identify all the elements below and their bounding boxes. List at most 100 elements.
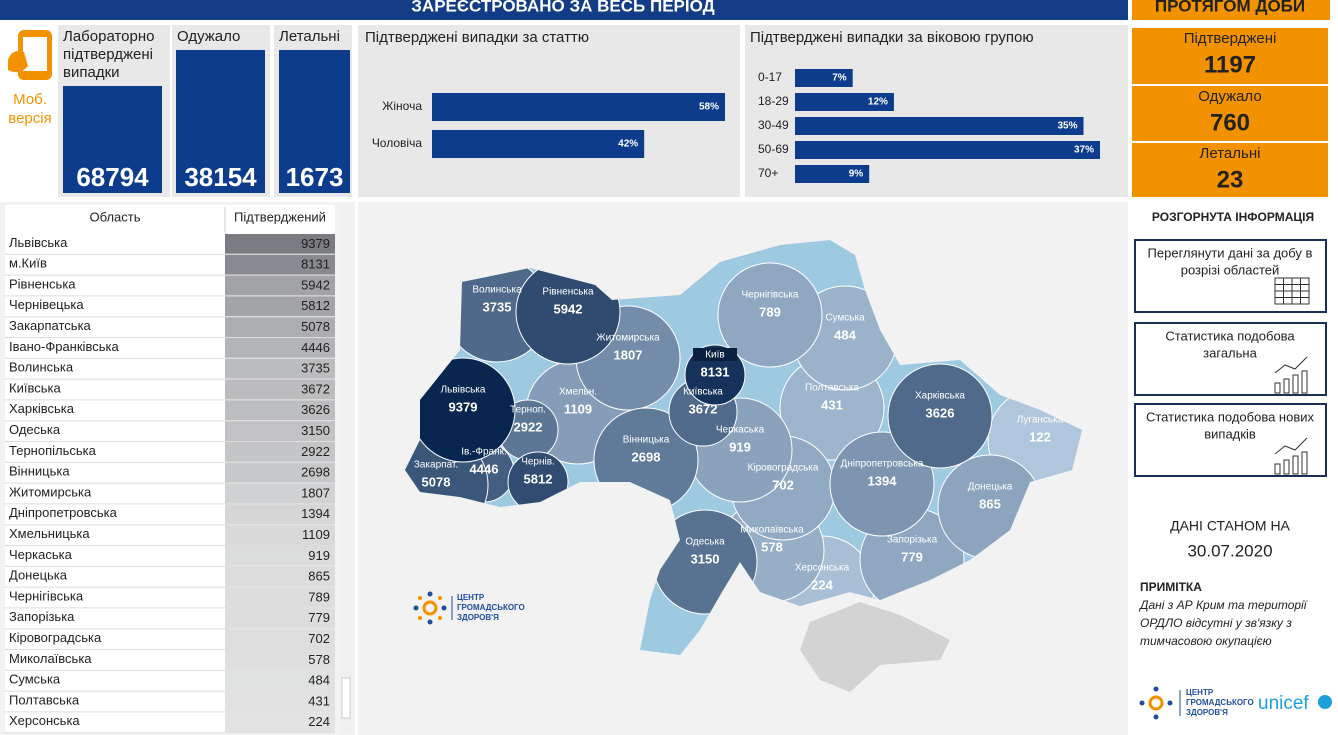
header-bar — [0, 0, 1128, 20]
card-label: Летальні — [279, 28, 340, 45]
button-text: випадків — [1204, 426, 1256, 441]
region-value: 702 — [772, 477, 794, 492]
region-name: Вінницька — [623, 435, 670, 446]
info-button[interactable] — [1134, 403, 1327, 477]
chart-icon — [1292, 374, 1299, 394]
daily-label: Летальні — [1200, 145, 1261, 162]
value-cell — [225, 442, 335, 462]
region-name: Львівська — [9, 235, 68, 250]
region-name: Хмельницька — [9, 526, 90, 541]
daily-value: 1197 — [1204, 51, 1256, 78]
button-text: Статистика подобова нових — [1146, 409, 1315, 424]
region-name: Донецька — [9, 568, 68, 583]
mobile-label[interactable]: Моб. — [13, 91, 47, 108]
info-button[interactable] — [1134, 322, 1327, 396]
chart-icon — [1283, 378, 1290, 394]
bar — [795, 141, 1100, 159]
bar — [795, 93, 894, 111]
scrollbar[interactable] — [340, 205, 352, 733]
region-name: Черкаська — [9, 547, 73, 562]
region-name: Полтавська — [9, 692, 80, 707]
value-cell — [225, 670, 335, 691]
mobile-label[interactable]: версія — [8, 110, 51, 127]
region-value: 2698 — [301, 465, 330, 480]
value-cell — [225, 379, 335, 400]
region-value: 1394 — [301, 506, 330, 521]
region-name: Дніпропетровська — [9, 505, 118, 520]
region-name: Запорізька — [887, 535, 938, 546]
region-value: 578 — [308, 652, 330, 667]
logo-text: ЗДОРОВ'Я — [457, 613, 499, 622]
value-cell — [225, 587, 335, 608]
category-label: 70+ — [758, 166, 778, 180]
region-value: 1109 — [564, 401, 592, 416]
region-value: 4446 — [301, 340, 330, 355]
bar — [432, 130, 645, 158]
region-value: 3626 — [301, 402, 330, 417]
region-name: Херсонська — [795, 563, 850, 574]
button-text: розрізі областей — [1181, 262, 1280, 277]
logo-text: ЦЕНТР — [1186, 688, 1214, 697]
region-value: 9379 — [449, 399, 478, 414]
daily-value: 23 — [1217, 166, 1244, 193]
region-value: 5812 — [524, 471, 553, 486]
region-value: 3672 — [689, 401, 718, 416]
region-value: 919 — [729, 439, 751, 454]
chart-icon — [1274, 382, 1281, 394]
bar — [795, 165, 870, 183]
category-label: 50-69 — [758, 142, 789, 156]
hand-icon — [8, 51, 28, 73]
region[interactable] — [717, 262, 823, 368]
region-value: 702 — [308, 631, 330, 646]
chart-icon — [1283, 459, 1290, 475]
region-value: 224 — [308, 714, 330, 729]
value-cell — [225, 504, 335, 525]
scroll-thumb[interactable] — [341, 677, 351, 719]
region-value: 484 — [308, 673, 330, 688]
region[interactable] — [887, 363, 993, 469]
region-name: Київська — [9, 380, 61, 395]
region-value: 3626 — [926, 405, 955, 420]
card-value: 38154 — [184, 162, 257, 192]
value-cell — [225, 712, 335, 733]
header-title: ЗАРЕЄСТРОВАНО ЗА ВЕСЬ ПЕРІОД — [411, 0, 714, 15]
region-value: 8131 — [701, 364, 730, 379]
region[interactable] — [829, 431, 935, 537]
chart-icon — [1301, 451, 1308, 475]
chart-icon — [1301, 370, 1308, 394]
region-name: Запорізька — [9, 609, 75, 624]
region-value: 789 — [759, 304, 781, 319]
region-name: Тернопільська — [9, 443, 97, 458]
region-name: Закарпат. — [414, 460, 458, 471]
region-name: Івано-Франківська — [9, 339, 119, 354]
value-cell — [225, 296, 335, 317]
region-name: Миколаївська — [9, 651, 92, 666]
button-text: Статистика подобова — [1165, 328, 1295, 343]
note-text: тимчасовою окупацією — [1140, 634, 1272, 648]
region-value: 1807 — [614, 347, 643, 362]
region-value: 1807 — [301, 485, 330, 500]
region-value: 5812 — [301, 298, 330, 313]
value-cell — [225, 691, 335, 712]
value-cell — [225, 234, 335, 254]
chart-icon — [1292, 455, 1299, 475]
button-text: загальна — [1203, 345, 1257, 360]
logo-text: ГРОМАДСЬКОГО — [1186, 698, 1254, 707]
region-value: 8131 — [301, 257, 330, 272]
value-cell — [225, 566, 335, 587]
region-value: 2698 — [632, 449, 661, 464]
card-label: Одужало — [177, 28, 240, 45]
daily-label: Підтверджені — [1184, 30, 1277, 47]
card-box — [279, 50, 350, 193]
value-cell — [225, 317, 335, 337]
region-value: 1394 — [868, 473, 898, 488]
region-name: Волинська — [472, 285, 522, 296]
value-cell — [225, 462, 335, 483]
region-name: Київ — [705, 350, 725, 361]
card-box — [63, 86, 162, 193]
info-button[interactable] — [1134, 239, 1327, 313]
value-cell — [225, 275, 335, 296]
daily-label: Одужало — [1198, 88, 1261, 105]
bar — [432, 93, 725, 121]
value-cell — [225, 421, 335, 441]
